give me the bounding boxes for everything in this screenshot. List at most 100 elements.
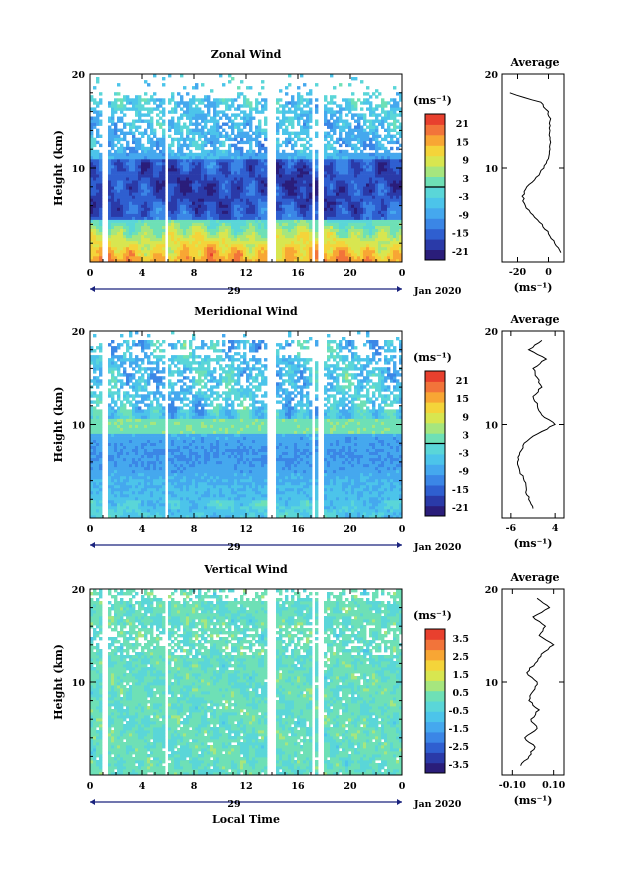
heatmap-cell [198, 237, 202, 242]
heatmap-cell [330, 249, 334, 254]
heatmap-cell [336, 228, 340, 232]
heatmap-cell [315, 149, 319, 154]
heatmap-cell [111, 155, 115, 160]
heatmap-cell [147, 216, 151, 220]
heatmap-cell [144, 213, 148, 217]
heatmap-cell [363, 134, 367, 138]
heatmap-cell [258, 146, 262, 151]
heatmap-cell [225, 155, 229, 160]
heatmap-cell [129, 246, 133, 251]
heatmap-cell [126, 174, 130, 178]
heatmap-cell [108, 231, 112, 236]
heatmap-cell [234, 189, 238, 193]
heatmap-cell [282, 131, 286, 135]
heatmap-cell [285, 92, 289, 96]
heatmap-cell [351, 158, 355, 163]
heatmap-cell [144, 249, 148, 254]
heatmap-cell [366, 180, 370, 184]
heatmap-cell [111, 107, 115, 111]
heatmap-cell [384, 152, 388, 157]
heatmap-cell [243, 177, 247, 181]
heatmap-cell [342, 140, 346, 145]
heatmap-cell [129, 125, 133, 129]
heatmap-cell [396, 186, 400, 190]
heatmap-cell [324, 198, 328, 202]
heatmap-cell [390, 204, 394, 208]
heatmap-cell [156, 216, 160, 220]
heatmap-cell [291, 116, 295, 120]
heatmap-cell [300, 131, 304, 135]
heatmap-cell [111, 249, 115, 254]
heatmap-cell [390, 177, 394, 181]
heatmap-cell [234, 180, 238, 184]
heatmap-cell [378, 158, 382, 163]
heatmap-cell [276, 125, 280, 129]
heatmap-cell [225, 152, 229, 157]
heatmap-cell [231, 143, 235, 148]
heatmap-cell [324, 180, 328, 184]
heatmap-cell [351, 171, 355, 175]
heatmap-cell [303, 189, 307, 193]
heatmap-cell [156, 165, 160, 169]
heatmap-cell [300, 161, 304, 166]
heatmap-cell [255, 225, 259, 229]
heatmap-cell [333, 186, 337, 190]
heatmap-cell [231, 240, 235, 245]
heatmap-cell [192, 219, 196, 223]
heatmap-cell [222, 168, 226, 172]
heatmap-cell [354, 113, 358, 117]
heatmap-cell [384, 240, 388, 245]
heatmap-cell [276, 213, 280, 217]
heatmap-cell [126, 155, 130, 160]
heatmap-cell [108, 149, 112, 154]
heatmap-cell [114, 101, 118, 105]
heatmap-cell [360, 125, 364, 129]
heatmap-cell [384, 113, 388, 117]
heatmap-cell [255, 168, 259, 172]
heatmap-cell [264, 128, 268, 132]
heatmap-cell [138, 140, 142, 145]
heatmap-cell [99, 457, 103, 462]
heatmap-cell [168, 210, 172, 214]
heatmap-cell [126, 95, 130, 99]
heatmap-cell [90, 433, 94, 437]
heatmap-cell [132, 98, 136, 102]
heatmap-cell [189, 98, 193, 102]
heatmap-cell [384, 119, 388, 123]
heatmap-cell [180, 249, 184, 254]
heatmap-cell [354, 201, 358, 205]
heatmap-cell [228, 168, 232, 172]
heatmap-cell [156, 168, 160, 172]
heatmap-cell [123, 177, 127, 181]
heatmap-cell [123, 259, 127, 263]
heatmap-cell [120, 131, 124, 135]
heatmap-cell [90, 509, 94, 513]
heatmap-cell [288, 158, 292, 163]
heatmap-cell [333, 237, 337, 242]
heatmap-cell [246, 86, 250, 90]
heatmap-cell [186, 237, 190, 242]
heatmap-cell [162, 210, 166, 214]
heatmap-cell [327, 143, 331, 148]
heatmap-cell [204, 180, 208, 184]
heatmap-cell [294, 189, 298, 193]
heatmap-cell [120, 149, 124, 154]
heatmap-cell [336, 149, 340, 154]
heatmap-cell [93, 358, 97, 362]
heatmap-cell [276, 192, 280, 196]
heatmap-cell [204, 198, 208, 202]
heatmap-cell [234, 192, 238, 196]
heatmap-cell [147, 155, 151, 160]
heatmap-cell [360, 192, 364, 196]
heatmap-cell [192, 207, 196, 211]
heatmap-cell [243, 122, 247, 126]
heatmap-cell [297, 237, 301, 242]
heatmap-cell [204, 228, 208, 232]
heatmap-cell [297, 231, 301, 236]
heatmap-cell [330, 180, 334, 184]
heatmap-cell [144, 228, 148, 232]
heatmap-cell [147, 243, 151, 248]
heatmap-cell [93, 409, 97, 413]
heatmap-cell [234, 234, 238, 239]
heatmap-cell [345, 249, 349, 254]
